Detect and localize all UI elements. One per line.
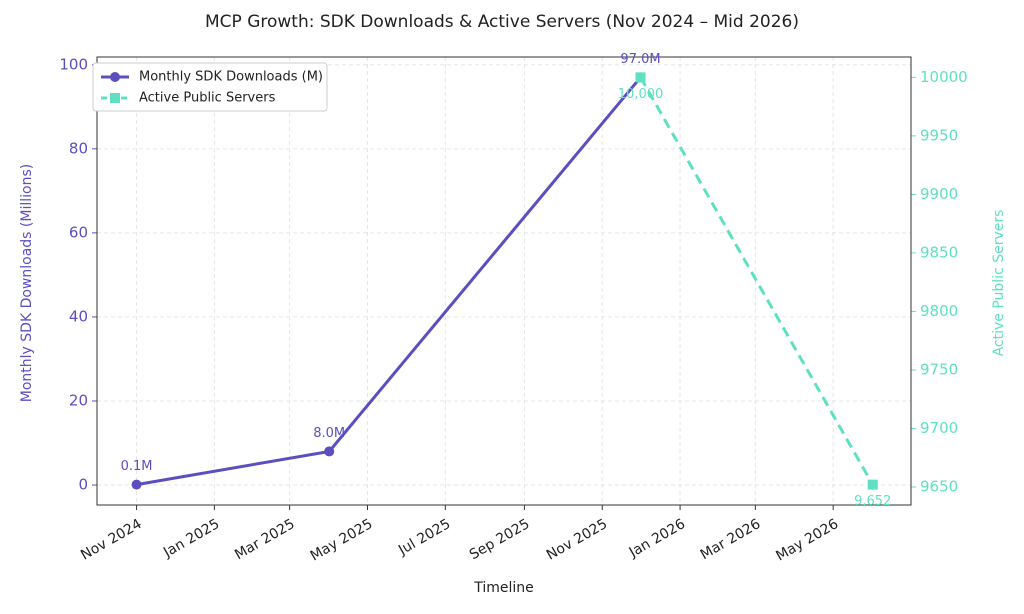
y-tick-label: 100 [59, 55, 88, 73]
y2-tick-label: 9950 [920, 126, 958, 144]
series-line [136, 76, 642, 487]
y-axis-label: Monthly SDK Downloads (Millions) [19, 164, 35, 402]
x-tick-label: Nov 2024 [78, 516, 144, 564]
y2-tick-label: 9800 [920, 302, 958, 320]
x-tick-label: Mar 2026 [698, 516, 764, 563]
x-tick-label: May 2026 [773, 516, 841, 564]
chart-title: MCP Growth: SDK Downloads & Active Serve… [205, 12, 799, 32]
y-tick-label: 40 [69, 307, 88, 325]
y-tick-label: 0 [78, 476, 88, 494]
y2-tick-label: 9850 [920, 243, 958, 261]
point [867, 479, 878, 490]
legend-label: Monthly SDK Downloads (M) [139, 70, 323, 85]
value-label: 97.0M [620, 52, 660, 67]
y-tick-label: 20 [69, 391, 88, 409]
x-axis-label: Timeline [473, 580, 534, 596]
plot-frame [96, 56, 912, 506]
y-tick-label: 80 [69, 139, 88, 157]
point [131, 479, 142, 490]
legend-marker [110, 93, 120, 103]
legend-marker [110, 72, 120, 82]
point [635, 72, 646, 83]
y2-tick-label: 10000 [920, 68, 968, 86]
value-label: 9,652 [854, 494, 891, 509]
x-tick-label: Nov 2025 [544, 516, 610, 564]
series-line [639, 76, 875, 486]
legend-label: Active Public Servers [139, 91, 276, 106]
point [324, 446, 335, 457]
y2-tick-label: 9700 [920, 419, 958, 437]
y-tick-label: 60 [69, 223, 88, 241]
x-tick-label: Jan 2026 [626, 516, 688, 561]
value-label: 8.0M [313, 426, 345, 441]
y2-tick-label: 9900 [920, 185, 958, 203]
x-tick-label: May 2025 [308, 516, 376, 564]
x-tick-label: Jul 2025 [395, 516, 453, 559]
legend-box [92, 62, 328, 112]
value-label: 0.1M [121, 459, 153, 474]
y2-axis-label: Active Public Servers [991, 210, 1007, 357]
x-tick-label: Mar 2025 [232, 516, 298, 563]
y2-tick-label: 9650 [920, 477, 958, 495]
value-label: 10,000 [618, 87, 664, 102]
y2-tick-label: 9750 [920, 360, 958, 378]
x-tick-label: Sep 2025 [467, 516, 533, 563]
x-tick-label: Jan 2025 [160, 516, 222, 561]
